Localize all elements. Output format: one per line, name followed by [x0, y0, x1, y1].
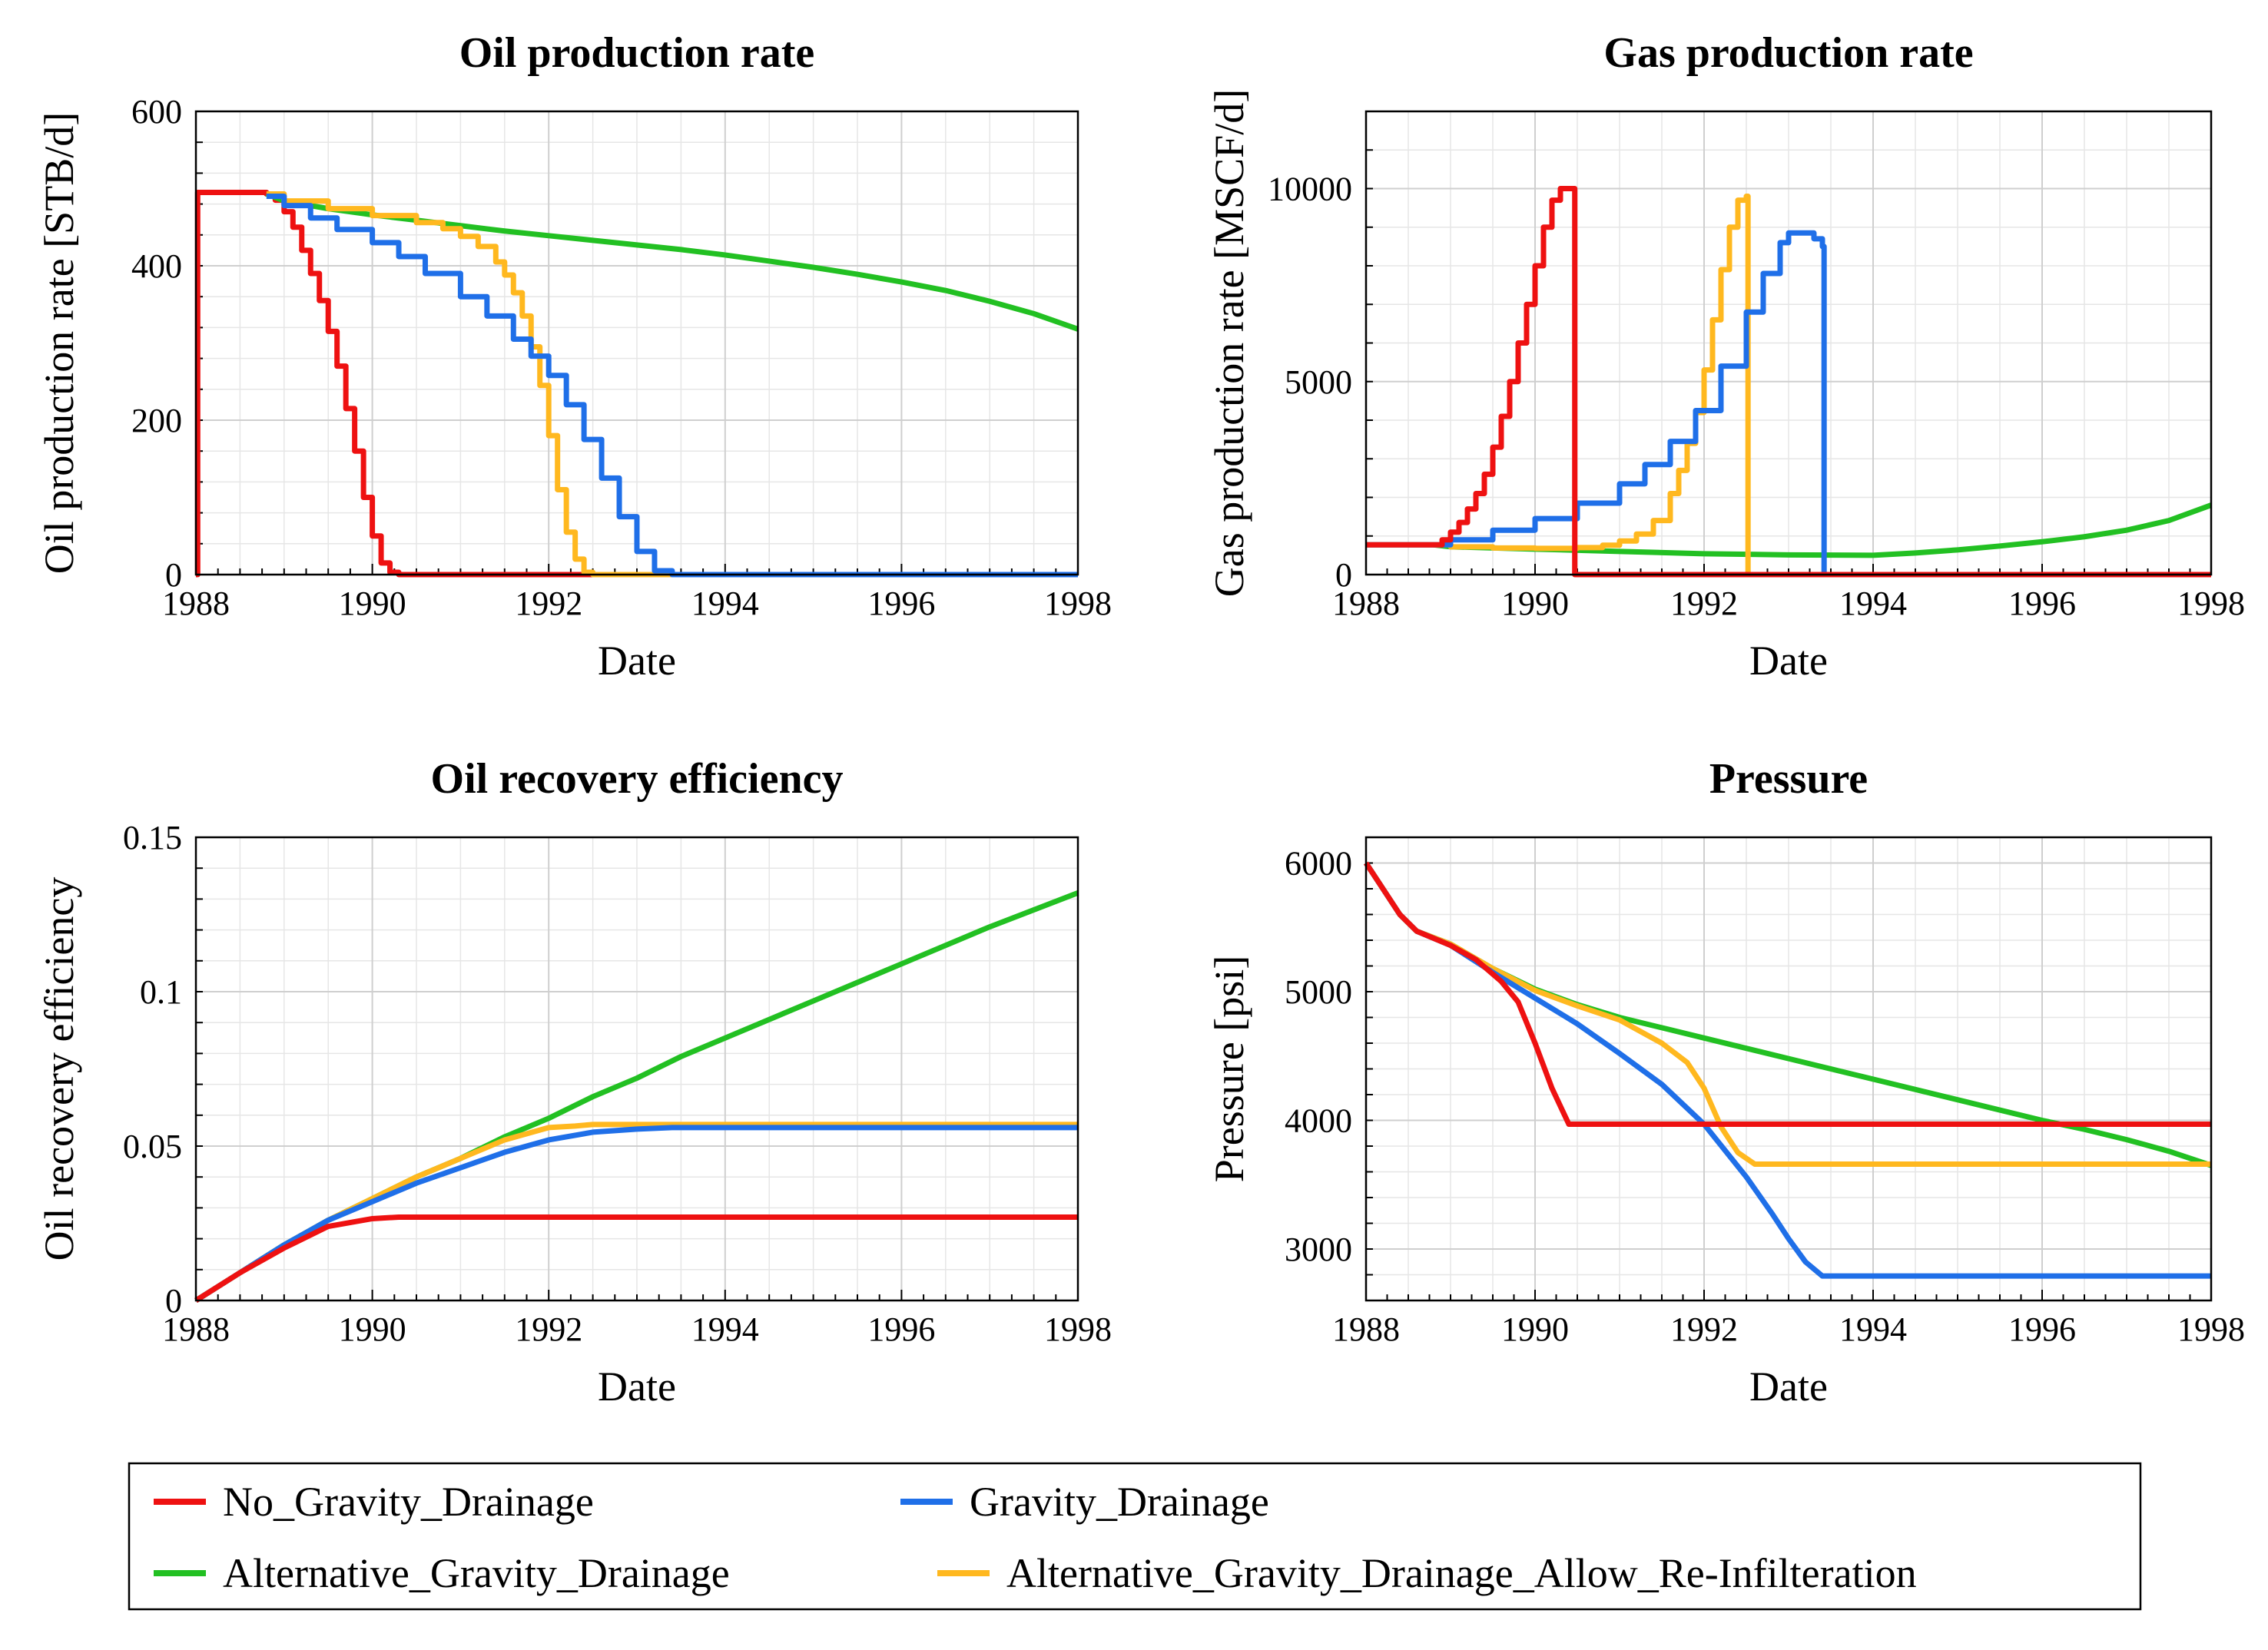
gas-rate-x-tick-label: 1990	[1501, 585, 1569, 622]
gas-rate-series-alternative_gravity_drainage_allow_re-infilteration	[1366, 194, 2211, 578]
oil-rate-y-tick-label: 200	[131, 402, 182, 439]
oil-recovery-title: Oil recovery efficiency	[431, 755, 844, 803]
oil-recovery-y-tick-label: 0.15	[123, 819, 182, 856]
legend-box	[128, 1462, 2142, 1611]
gas-rate-x-tick-label: 1988	[1332, 585, 1400, 622]
gas-rate-y-tick-label: 5000	[1285, 363, 1352, 401]
gas-rate-series-group	[1366, 186, 2213, 578]
pressure-series-group	[1364, 861, 2213, 1279]
oil-rate-x-tick-label: 1990	[339, 585, 406, 622]
oil-recovery-x-tick-label: 1992	[515, 1310, 582, 1348]
oil-recovery-x-tick-label: 1996	[867, 1310, 935, 1348]
oil-recovery-y-tick-label: 0.05	[123, 1128, 182, 1165]
oil-rate-title: Oil production rate	[459, 29, 815, 77]
oil-rate-x-tick-label: 1996	[867, 585, 935, 622]
pressure-title: Pressure	[1709, 755, 1868, 803]
oil-rate-y-tick-label: 400	[131, 247, 182, 285]
gas-rate-y-axis-label: Gas production rate [MSCF/d]	[1206, 89, 1252, 597]
chart-panels: 1988 1990 1992 1994 1996 1998 0 200 400 600 Oil pr…	[36, 29, 2245, 1410]
oil-rate-x-tick-label: 1992	[515, 585, 582, 622]
gas-rate-chart: 1988 1990 1992 1994 1996 1998 0 5000 10000 Gas pr…	[1206, 29, 2245, 684]
pressure-y-tick-label: 4000	[1285, 1102, 1352, 1140]
gas-rate-series-gravity_drainage	[1366, 230, 2211, 578]
oil-rate-x-axis-label: Date	[598, 638, 676, 684]
oil-rate-x-tick-label: 1994	[691, 585, 759, 622]
legend-label-alternative_gravity_drainage: Alternative_Gravity_Drainage	[223, 1550, 730, 1596]
pressure-x-tick-label: 1988	[1332, 1310, 1400, 1348]
oil-rate-series-group	[194, 190, 1079, 578]
gas-rate-frame	[1364, 110, 2213, 576]
pressure-x-tick-label: 1992	[1670, 1310, 1738, 1348]
oil-recovery-series-group	[194, 890, 1079, 1303]
oil-recovery-y-axis-label: Oil recovery efficiency	[36, 877, 82, 1261]
oil-recovery-y-tick-label: 0.1	[140, 973, 182, 1011]
pressure-x-tick-label: 1994	[1839, 1310, 1907, 1348]
oil-recovery-series-no_gravity_drainage	[194, 1214, 1078, 1303]
pressure-y-tick-label: 6000	[1285, 845, 1352, 883]
gas-rate-x-tick-label: 1992	[1670, 585, 1738, 622]
oil-rate-y-tick-label: 0	[165, 556, 182, 594]
pressure-y-axis-label: Pressure [psi]	[1206, 956, 1252, 1182]
oil-recovery-x-tick-label: 1988	[162, 1310, 230, 1348]
oil-rate-x-tick-label: 1988	[162, 585, 230, 622]
oil-recovery-chart: 1988 1990 1992 1994 1996 1998 0 0.05 0.1 0.15 Oil …	[36, 755, 1112, 1410]
oil-rate-series-alternative_gravity_drainage_allow_re-infilteration	[266, 191, 1078, 578]
oil-recovery-frame	[194, 836, 1079, 1302]
gas-rate-x-axis-label: Date	[1749, 638, 1828, 684]
gas-rate-y-tick-label: 10000	[1268, 171, 1352, 208]
oil-rate-series-gravity_drainage	[266, 194, 1078, 578]
legend-label-gravity_drainage: Gravity_Drainage	[970, 1479, 1269, 1525]
legend: No_Gravity_Drainage Gravity_Drainage Alter…	[128, 1462, 2142, 1611]
pressure-chart: 1988 1990 1992 1994 1996 1998 3000 4000 5000 6000…	[1206, 755, 2245, 1410]
oil-rate-frame	[194, 110, 1079, 576]
gas-rate-series-no_gravity_drainage	[1366, 186, 2211, 578]
pressure-x-tick-label: 1990	[1501, 1310, 1569, 1348]
gas-rate-x-tick-label: 1994	[1839, 585, 1907, 622]
oil-recovery-x-tick-label: 1990	[339, 1310, 406, 1348]
legend-label-no_gravity_drainage: No_Gravity_Drainage	[223, 1479, 594, 1525]
pressure-y-tick-label: 5000	[1285, 973, 1352, 1011]
oil-recovery-y-tick-label: 0	[165, 1282, 182, 1320]
gas-rate-title: Gas production rate	[1603, 29, 1973, 77]
oil-rate-y-tick-label: 600	[131, 93, 182, 131]
oil-recovery-series-gravity_drainage	[194, 1125, 1078, 1303]
oil-recovery-x-axis-label: Date	[598, 1363, 676, 1410]
gas-rate-x-tick-label: 1998	[2177, 585, 2245, 622]
legend-label-alternative_gravity_drainage_allow_re-infilteration: Alternative_Gravity_Drainage_Allow_Re-In…	[1006, 1550, 1917, 1596]
oil-rate-x-tick-label: 1998	[1044, 585, 1112, 622]
pressure-x-axis-label: Date	[1749, 1363, 1828, 1410]
gas-rate-x-tick-label: 1996	[2008, 585, 2076, 622]
pressure-x-tick-label: 1998	[2177, 1310, 2245, 1348]
oil-rate-chart: 1988 1990 1992 1994 1996 1998 0 200 400 600 Oil pr…	[36, 29, 1112, 684]
oil-recovery-x-tick-label: 1998	[1044, 1310, 1112, 1348]
pressure-series-no_gravity_drainage	[1364, 861, 2211, 1128]
pressure-frame	[1364, 836, 2213, 1302]
pressure-x-tick-label: 1996	[2008, 1310, 2076, 1348]
gas-rate-y-tick-label: 0	[1335, 556, 1352, 594]
oil-rate-y-axis-label: Oil production rate [STB/d]	[36, 112, 82, 574]
pressure-y-tick-label: 3000	[1285, 1231, 1352, 1268]
oil-recovery-x-tick-label: 1994	[691, 1310, 759, 1348]
